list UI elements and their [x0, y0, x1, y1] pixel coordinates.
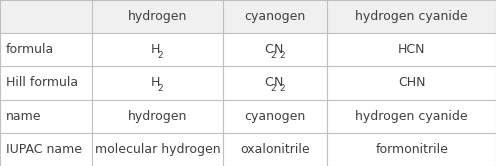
Text: hydrogen: hydrogen: [128, 110, 187, 123]
Text: N: N: [273, 43, 283, 56]
Text: C: C: [264, 43, 273, 56]
Text: 2: 2: [270, 84, 276, 93]
Text: 2: 2: [270, 51, 276, 60]
Text: 2: 2: [157, 51, 163, 60]
Text: hydrogen cyanide: hydrogen cyanide: [355, 110, 468, 123]
Text: 2: 2: [280, 51, 285, 60]
Text: oxalonitrile: oxalonitrile: [241, 143, 310, 156]
Text: Hill formula: Hill formula: [6, 77, 78, 89]
Text: hydrogen cyanide: hydrogen cyanide: [355, 10, 468, 23]
Text: formonitrile: formonitrile: [375, 143, 448, 156]
Text: cyanogen: cyanogen: [245, 110, 306, 123]
Text: IUPAC name: IUPAC name: [6, 143, 82, 156]
Text: H: H: [151, 43, 160, 56]
Text: molecular hydrogen: molecular hydrogen: [95, 143, 220, 156]
Text: cyanogen: cyanogen: [245, 10, 306, 23]
Text: C: C: [264, 77, 273, 89]
Text: 2: 2: [280, 84, 285, 93]
Text: CHN: CHN: [398, 77, 426, 89]
Text: name: name: [6, 110, 42, 123]
Text: H: H: [151, 77, 160, 89]
Text: N: N: [273, 77, 283, 89]
Text: 2: 2: [157, 84, 163, 93]
Bar: [0, 0, 496, 33]
Text: HCN: HCN: [398, 43, 426, 56]
Text: formula: formula: [6, 43, 54, 56]
Text: hydrogen: hydrogen: [128, 10, 187, 23]
